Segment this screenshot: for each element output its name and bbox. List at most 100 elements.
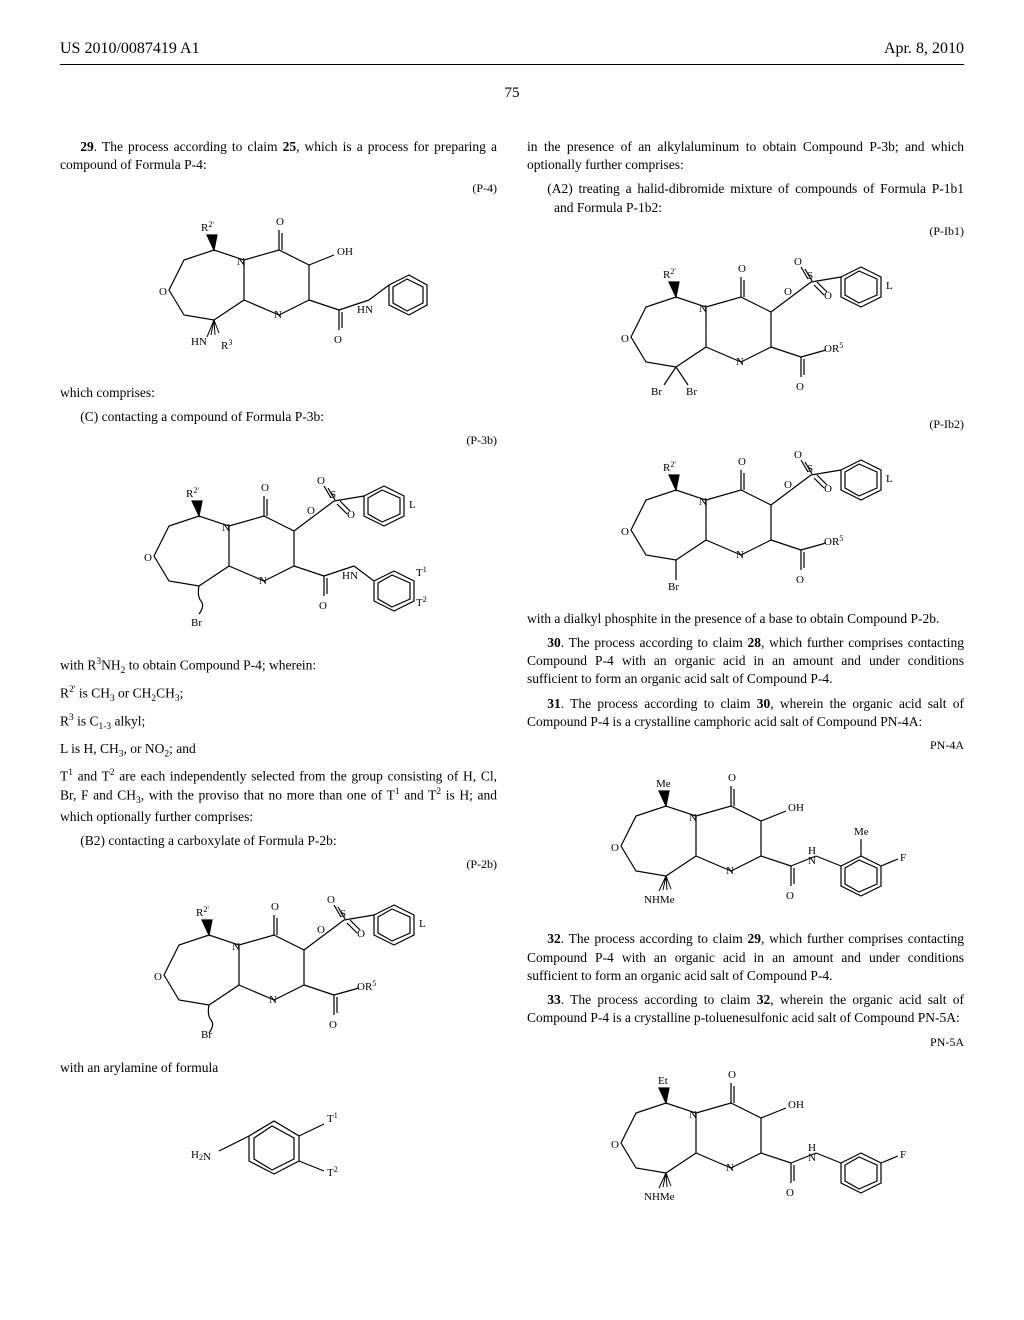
publication-date: Apr. 8, 2010 [884, 40, 964, 58]
svg-text:O: O [611, 1139, 619, 1151]
svg-text:NHMe: NHMe [644, 1191, 675, 1203]
svg-text:L: L [886, 473, 893, 485]
label-p3b: (P-3b) [60, 432, 497, 448]
svg-text:O: O [307, 505, 315, 517]
structure-pn4a: O Me O OH N N H N O Me F. NHMe [527, 761, 964, 916]
structure-p1b2: O R2' O N N O S O O L O OR5 Br [527, 440, 964, 595]
c29-comprises: which comprises: [60, 384, 497, 402]
svg-text:N: N [689, 1109, 697, 1121]
svg-text:L: L [886, 280, 893, 292]
svg-text:O: O [329, 1019, 337, 1031]
svg-text:O: O [786, 890, 794, 902]
structure-p3b: O R2' O N N O S O O L O HN T1 T2 Br [60, 456, 497, 641]
label-pn5a: PN-5A [527, 1034, 964, 1050]
svg-text:N: N [689, 812, 697, 824]
svg-text:HN: HN [357, 304, 373, 316]
svg-text:O: O [357, 928, 365, 940]
svg-text:Et: Et [658, 1075, 668, 1087]
label-p1b1: (P-Ib1) [527, 223, 964, 239]
svg-text:R2': R2' [663, 267, 676, 281]
claim-33: 33. The process according to claim 32, w… [527, 991, 964, 1027]
svg-text:O: O [334, 334, 342, 346]
svg-text:O: O [728, 772, 736, 784]
svg-text:Br: Br [651, 386, 662, 397]
svg-text:Me: Me [854, 826, 869, 838]
c29-dialkyl: with a dialkyl phosphite in the presence… [527, 610, 964, 628]
svg-text:R2': R2' [663, 460, 676, 474]
svg-text:O: O [261, 482, 269, 494]
svg-text:NHMe: NHMe [644, 894, 675, 906]
c29-step-B2: (B2) contacting a carboxylate of Formula… [60, 832, 497, 850]
svg-text:N: N [259, 575, 267, 587]
svg-text:N: N [726, 865, 734, 877]
svg-text:OR5: OR5 [824, 341, 843, 355]
svg-text:T2: T2 [327, 1165, 338, 1176]
svg-text:O: O [738, 456, 746, 468]
label-p1b2: (P-Ib2) [527, 416, 964, 432]
svg-text:F.: F. [900, 852, 906, 864]
svg-text:OH: OH [337, 246, 353, 258]
label-p4: (P-4) [60, 180, 497, 196]
svg-text:N: N [736, 356, 744, 368]
svg-text:T2: T2 [416, 595, 427, 609]
left-column: 29. The process according to claim 25, w… [60, 132, 497, 1227]
svg-text:S: S [807, 270, 813, 282]
svg-text:T1: T1 [416, 565, 427, 579]
svg-text:R2': R2' [201, 220, 214, 234]
structure-arylamine: H2N T1 T2 [60, 1086, 497, 1181]
svg-text:O: O [327, 894, 335, 906]
svg-text:Br: Br [201, 1029, 212, 1040]
svg-text:N: N [699, 303, 707, 315]
svg-text:O: O [794, 256, 802, 268]
c29-step-A2: (A2) treating a halid-dibromide mixture … [527, 180, 964, 216]
svg-text:OR5: OR5 [357, 979, 376, 993]
svg-text:O: O [144, 552, 152, 564]
svg-text:OH: OH [788, 802, 804, 814]
svg-text:N: N [699, 496, 707, 508]
svg-text:O: O [796, 574, 804, 586]
page-number: 75 [60, 85, 964, 102]
svg-text:O: O [611, 842, 619, 854]
c29-def-L: L is H, CH3, or NO2; and [60, 740, 497, 761]
svg-text:O: O [621, 526, 629, 538]
svg-text:N: N [726, 1162, 734, 1174]
svg-text:OH: OH [788, 1099, 804, 1111]
svg-text:Br: Br [668, 581, 679, 590]
svg-text:N: N [808, 855, 816, 867]
c29-def-r3: R3 is C1-3 alkyl; [60, 712, 497, 734]
svg-text:O: O [824, 483, 832, 495]
svg-text:L: L [419, 918, 426, 930]
svg-text:O: O [319, 600, 327, 612]
label-pn4a: PN-4A [527, 737, 964, 753]
claim-31: 31. The process according to claim 30, w… [527, 695, 964, 731]
header-rule [60, 64, 964, 65]
page-header: US 2010/0087419 A1 Apr. 8, 2010 [60, 40, 964, 58]
c29-def-r2prime: R2' is CH3 or CH2CH3; [60, 684, 497, 706]
svg-text:O: O [159, 286, 167, 298]
claim-32: 32. The process according to claim 29, w… [527, 930, 964, 985]
structure-p4: O R2' O OH N N O HN T1 T2 HN R3 [60, 205, 497, 370]
svg-text:O: O [317, 924, 325, 936]
svg-text:N: N [222, 522, 230, 534]
c29-with-r3nh2: with R3NH2 to obtain Compound P-4; where… [60, 656, 497, 678]
svg-text:N: N [808, 1152, 816, 1164]
structure-pn5a: O Et O OH N N H N O F. NHMe [527, 1058, 964, 1213]
label-p2b: (P-2b) [60, 856, 497, 872]
svg-text:Br: Br [191, 617, 202, 629]
svg-text:O: O [794, 449, 802, 461]
svg-text:R3: R3 [221, 338, 232, 352]
svg-text:O: O [317, 475, 325, 487]
claim-30: 30. The process according to claim 28, w… [527, 634, 964, 689]
c29-right-top: in the presence of an alkylaluminum to o… [527, 138, 964, 174]
svg-text:L: L [409, 499, 416, 511]
svg-text:H2N: H2N [191, 1149, 211, 1163]
svg-text:O: O [784, 286, 792, 298]
svg-text:Me: Me [656, 778, 671, 790]
svg-text:N: N [237, 256, 245, 268]
right-column: in the presence of an alkylaluminum to o… [527, 132, 964, 1227]
svg-text:F.: F. [900, 1149, 906, 1161]
svg-text:O: O [271, 901, 279, 913]
svg-text:O: O [728, 1069, 736, 1081]
svg-text:O: O [154, 971, 162, 983]
svg-text:O: O [276, 216, 284, 228]
